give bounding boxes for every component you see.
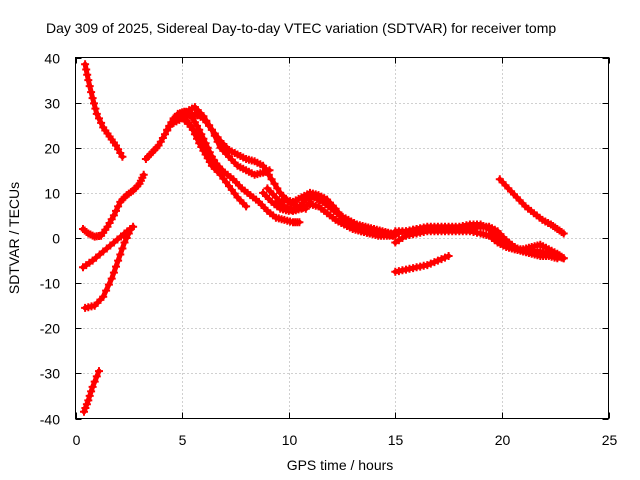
y-tick-label: 0 bbox=[52, 231, 60, 247]
data-point-marker bbox=[82, 400, 91, 409]
y-tick-label: 30 bbox=[44, 96, 60, 112]
series-trace bbox=[80, 224, 136, 270]
data-point-marker bbox=[112, 262, 120, 271]
y-axis-label: SDTVAR / TECUs bbox=[6, 182, 22, 294]
data-point-marker bbox=[267, 175, 276, 184]
data-point-marker bbox=[553, 254, 562, 263]
data-point-marker bbox=[120, 238, 129, 247]
data-point-marker bbox=[80, 407, 88, 416]
data-point-marker bbox=[139, 170, 148, 179]
data-point-marker bbox=[107, 274, 116, 283]
data-point-marker bbox=[84, 396, 93, 405]
data-point-marker bbox=[85, 391, 94, 400]
data-point-marker bbox=[114, 256, 123, 265]
data-point-marker bbox=[198, 139, 206, 148]
data-point-marker bbox=[92, 109, 101, 118]
data-point-marker bbox=[126, 225, 135, 233]
series-arc-13 bbox=[263, 184, 398, 240]
data-point-marker bbox=[90, 377, 99, 386]
data-point-marker bbox=[262, 166, 270, 175]
data-point-marker bbox=[87, 387, 96, 396]
data-point-marker bbox=[99, 292, 108, 301]
data-point-marker bbox=[91, 104, 100, 113]
y-tick-label: -10 bbox=[40, 276, 60, 292]
grid bbox=[75, 57, 609, 419]
data-point-marker bbox=[83, 70, 92, 79]
data-point-marker bbox=[116, 250, 125, 259]
data-point-marker bbox=[112, 206, 120, 215]
series-arc-18 bbox=[495, 175, 568, 238]
x-tick-label: 20 bbox=[495, 432, 511, 448]
data-point-marker bbox=[81, 404, 90, 412]
data-point-marker bbox=[97, 118, 106, 127]
y-tick-label: 10 bbox=[44, 186, 60, 202]
data-point-marker bbox=[95, 114, 103, 123]
data-point-marker bbox=[88, 94, 97, 103]
data-point-marker bbox=[124, 229, 133, 238]
series-arc-9 bbox=[173, 103, 274, 179]
data-point-marker bbox=[87, 88, 96, 97]
data-point-marker bbox=[118, 244, 127, 253]
data-point-marker bbox=[195, 134, 204, 143]
series-arc-4 bbox=[81, 225, 135, 312]
x-tick-label: 15 bbox=[388, 432, 404, 448]
x-tick-label: 10 bbox=[282, 432, 298, 448]
data-point-marker bbox=[104, 280, 113, 289]
data-point-marker bbox=[102, 286, 111, 295]
data-point-marker bbox=[109, 211, 118, 220]
data-point-marker bbox=[118, 152, 127, 161]
data-point-marker bbox=[273, 184, 282, 193]
plot-frame bbox=[75, 57, 609, 419]
data-point-marker bbox=[81, 60, 90, 69]
data-point-marker bbox=[444, 252, 453, 260]
data-point-marker bbox=[192, 130, 201, 139]
data-point-marker bbox=[259, 161, 268, 170]
x-tick-label: 0 bbox=[73, 432, 81, 448]
series-arc-3 bbox=[79, 222, 138, 272]
data-point-marker bbox=[95, 367, 103, 376]
data-point-marker bbox=[559, 229, 568, 238]
data-point-marker bbox=[186, 121, 195, 130]
y-tick-label: 40 bbox=[44, 51, 60, 67]
data-point-marker bbox=[92, 372, 101, 381]
data-point-marker bbox=[270, 179, 279, 188]
y-tick-label: -40 bbox=[40, 412, 60, 428]
data-point-marker bbox=[88, 382, 97, 391]
series-arc-8 bbox=[169, 114, 304, 227]
data-point-marker bbox=[200, 143, 209, 152]
chart-title: Day 309 of 2025, Sidereal Day-to-day VTE… bbox=[46, 20, 556, 36]
data-point-marker bbox=[122, 234, 131, 242]
data-point-marker bbox=[84, 76, 93, 85]
y-tick-label: 20 bbox=[44, 141, 60, 157]
data-point-marker bbox=[264, 170, 273, 179]
series-arc-1 bbox=[81, 60, 127, 161]
series-layer bbox=[79, 60, 568, 416]
data-point-marker bbox=[242, 202, 251, 211]
axis-ticks bbox=[75, 57, 610, 420]
data-point-marker bbox=[109, 268, 118, 277]
y-tick-label: -20 bbox=[40, 321, 60, 337]
data-point-marker bbox=[189, 125, 198, 134]
data-point-marker bbox=[295, 218, 304, 227]
x-tick-label: 25 bbox=[602, 432, 618, 448]
series-arc-16 bbox=[391, 220, 562, 263]
tick-labels: 0 5 10 15 20 25 -40 -30 -20 -10 0 10 20 30 40 bbox=[40, 51, 618, 449]
data-point-marker bbox=[85, 82, 94, 91]
series-arc-17 bbox=[391, 252, 453, 276]
y-tick-label: -30 bbox=[40, 366, 60, 382]
data-point-marker bbox=[114, 202, 123, 211]
series-arc-5 bbox=[80, 367, 103, 416]
x-tick-label: 5 bbox=[179, 432, 187, 448]
x-axis-label: GPS time / hours bbox=[287, 457, 394, 473]
series-arc-2 bbox=[79, 170, 148, 241]
data-point-marker bbox=[90, 99, 98, 108]
